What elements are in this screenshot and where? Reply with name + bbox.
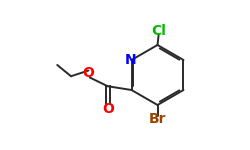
Text: O: O xyxy=(82,66,94,80)
Text: Cl: Cl xyxy=(151,24,166,38)
Text: N: N xyxy=(124,53,136,67)
Text: Br: Br xyxy=(149,112,166,126)
Text: O: O xyxy=(102,102,114,116)
